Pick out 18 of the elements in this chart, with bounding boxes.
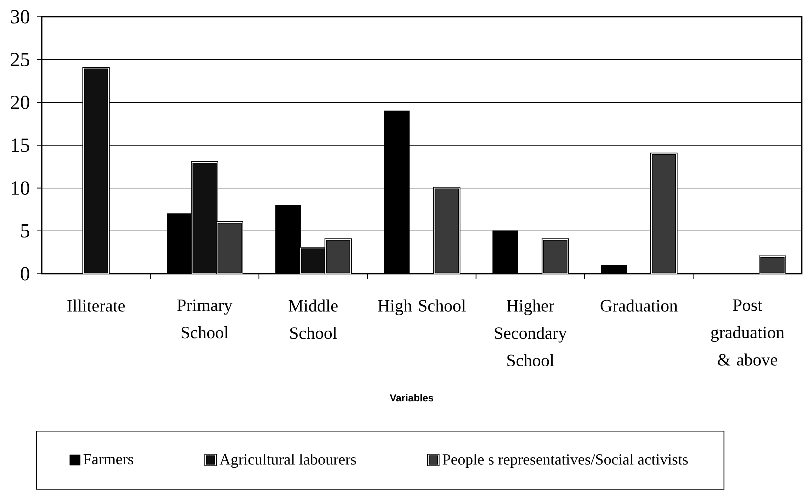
x-axis-title: Variables	[390, 394, 434, 402]
legend-label: Agricultural labourers	[220, 454, 356, 468]
y-tick-label: 15	[12, 138, 30, 152]
x-tick-label: High School	[378, 300, 466, 316]
y-tick-label: 20	[11, 96, 30, 110]
x-tick-label: Primary School	[177, 300, 233, 339]
x-tick-label: Middle School	[288, 300, 338, 340]
y-tick-label: 0	[21, 267, 30, 281]
y-tick-label: 30	[11, 10, 30, 24]
legend-label: People s representatives/Social activists	[442, 454, 688, 468]
x-tick-label: Illiterate	[68, 300, 126, 312]
x-tick-label: Post graduation & above	[711, 300, 785, 366]
legend-label: Farmers	[84, 454, 134, 465]
y-tick-label: 5	[21, 224, 30, 238]
x-tick-label: Higher Secondary School	[495, 300, 568, 367]
x-tick-label: Graduation	[600, 300, 678, 312]
y-tick-label: 25	[11, 53, 30, 67]
y-tick-label: 10	[12, 182, 30, 196]
